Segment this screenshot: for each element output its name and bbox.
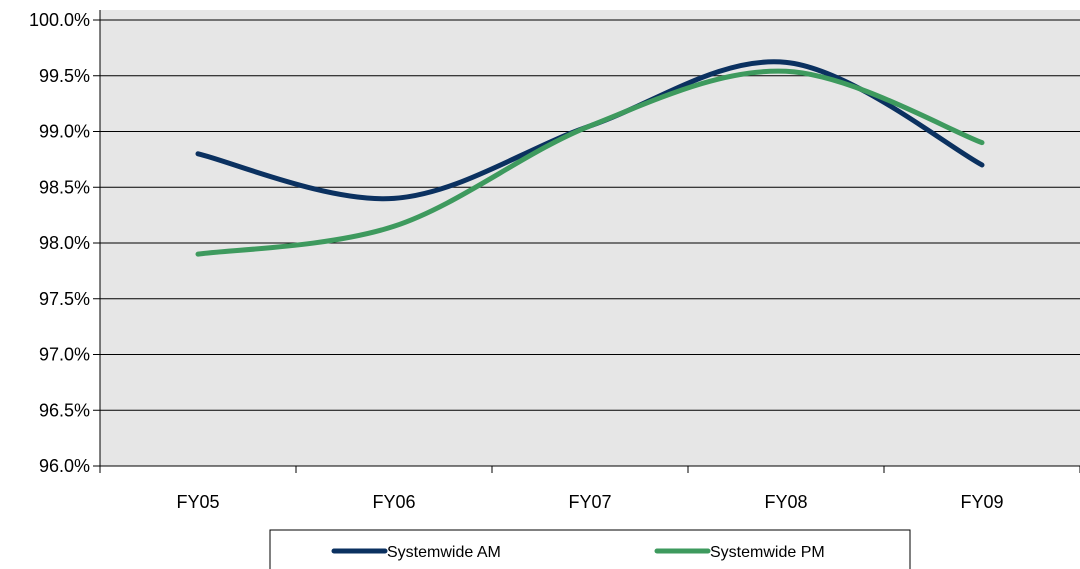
axes bbox=[93, 10, 1080, 473]
legend-label-systemwide-pm: Systemwide PM bbox=[710, 544, 825, 561]
y-tick-label: 96.0% bbox=[39, 456, 90, 476]
legend: Systemwide AM Systemwide PM bbox=[269, 529, 911, 569]
y-tick-label: 100.0% bbox=[29, 10, 90, 30]
y-tick-label: 97.5% bbox=[39, 289, 90, 309]
series-lines bbox=[195, 59, 985, 257]
legend-label-systemwide-am: Systemwide AM bbox=[387, 544, 501, 561]
y-tick-label: 99.5% bbox=[39, 66, 90, 86]
y-axis-tick-labels: 96.0% 96.5% 97.0% 97.5% 98.0% 98.5% 99.0% 99.5%… bbox=[29, 10, 90, 476]
y-tick-label: 96.5% bbox=[39, 400, 90, 420]
x-axis-tick-labels: FY05 FY06 FY07 FY08 FY09 bbox=[176, 492, 1003, 512]
x-tick-label: FY07 bbox=[568, 492, 611, 512]
y-tick-label: 99.0% bbox=[39, 122, 90, 142]
y-tick-label: 97.0% bbox=[39, 345, 90, 365]
gridlines bbox=[100, 19, 1080, 411]
x-tick-label: FY06 bbox=[372, 492, 415, 512]
plot-area bbox=[100, 10, 1080, 466]
x-tick-label: FY08 bbox=[764, 492, 807, 512]
y-tick-label: 98.5% bbox=[39, 177, 90, 197]
x-tick-label: FY09 bbox=[960, 492, 1003, 512]
x-tick-label: FY05 bbox=[176, 492, 219, 512]
y-tick-label: 98.0% bbox=[39, 233, 90, 253]
